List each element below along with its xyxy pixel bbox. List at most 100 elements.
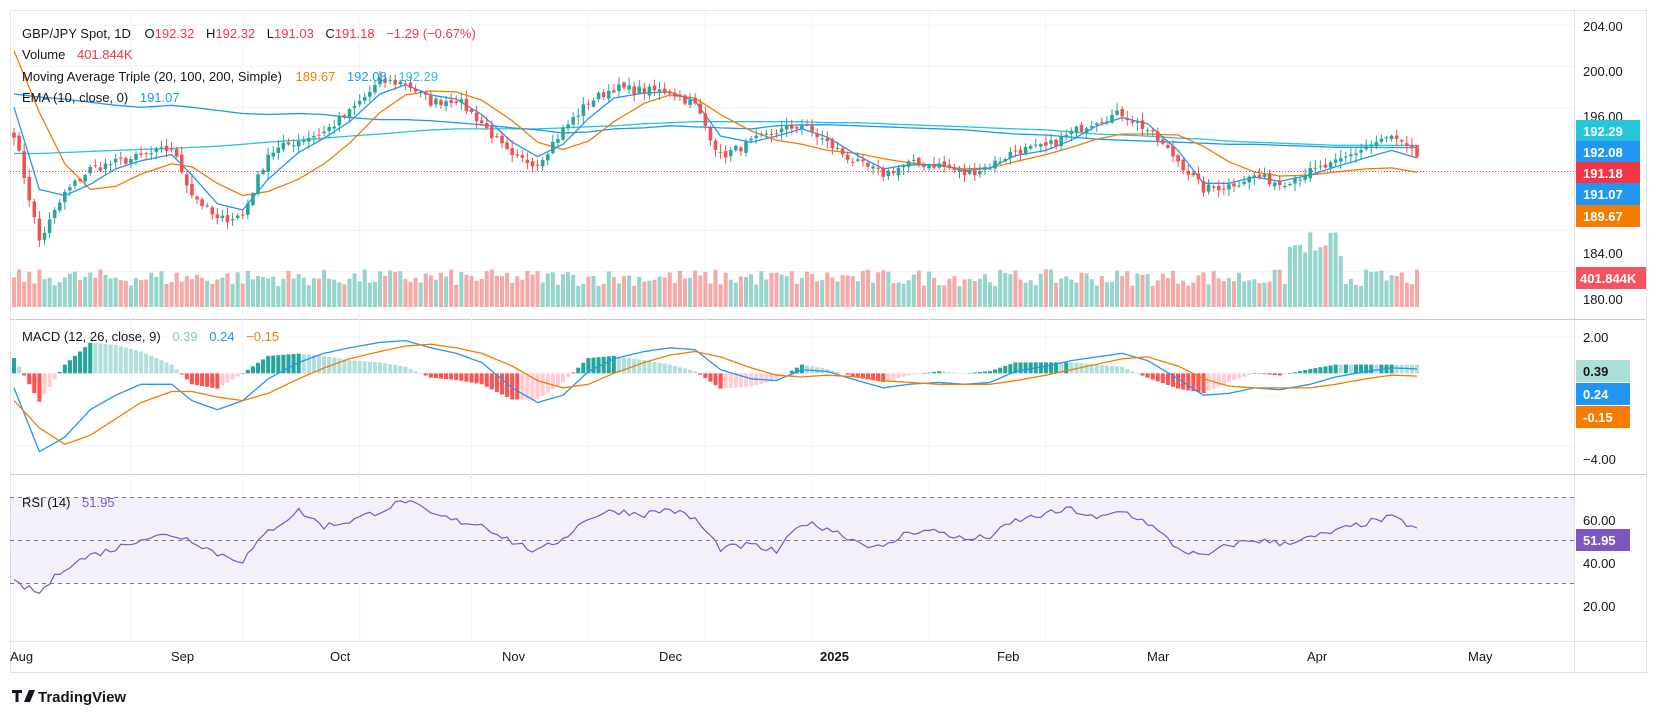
time-axis[interactable]: Aug Sep Oct Nov Dec 2025 Feb Mar Apr May: [10, 649, 1493, 664]
volume-bar: [723, 272, 728, 307]
macd-histogram-bar: [576, 367, 581, 374]
macd-tick: −4.00: [1583, 452, 1616, 467]
candle-body: [601, 92, 606, 98]
volume-bar: [286, 270, 291, 307]
candle-body: [1354, 153, 1358, 156]
volume-bar: [1104, 282, 1109, 307]
volume-bar: [139, 280, 144, 307]
volume-bar: [947, 278, 952, 307]
candle-body: [1023, 146, 1028, 155]
candle-body: [230, 219, 235, 221]
macd-histogram-bar: [108, 344, 113, 374]
tradingview-logo[interactable]: TradingView: [12, 689, 126, 706]
legend-symbol[interactable]: GBP/JPY Spot, 1D: [22, 26, 131, 41]
legend-ema-label[interactable]: EMA (10, close, 0): [22, 90, 128, 105]
volume-bar: [459, 271, 464, 307]
volume-bar: [1023, 282, 1028, 307]
volume-bar: [1099, 276, 1104, 307]
macd-histogram-bar: [1374, 364, 1379, 374]
macd-histogram-bar: [184, 373, 189, 380]
volume-bar: [677, 270, 682, 307]
candle-body: [861, 159, 865, 162]
macd-histogram-bar: [1191, 373, 1196, 392]
macd-histogram-bar: [1359, 364, 1364, 374]
macd-histogram-bar: [286, 354, 291, 374]
candle-body: [1405, 143, 1409, 146]
candle-body: [266, 154, 270, 172]
candle-body: [1064, 134, 1069, 136]
candle-body: [1201, 180, 1206, 193]
legend-macd-label[interactable]: MACD (12, 26, close, 9): [22, 329, 161, 344]
volume-bar: [1013, 270, 1018, 307]
candle-body: [149, 153, 154, 155]
candle-body: [673, 92, 677, 97]
candle-body: [261, 169, 265, 174]
volume-bar: [865, 269, 871, 307]
volume-bar: [1287, 246, 1292, 307]
volume-bar: [1084, 273, 1089, 307]
legend-ohlc: GBP/JPY Spot, 1D O192.32 H192.32 L191.03…: [22, 26, 476, 41]
macd-histogram-bar: [291, 354, 296, 374]
volume-bar: [1191, 282, 1196, 307]
candle-body: [118, 157, 123, 159]
volume-bar: [1043, 269, 1048, 307]
volume-bar: [266, 278, 271, 307]
candle-body: [1105, 121, 1109, 124]
candle-body: [637, 86, 642, 94]
candle-body: [1084, 128, 1089, 134]
volume-bar: [743, 277, 749, 307]
volume-bar: [1054, 282, 1059, 307]
macd-histogram-bar: [637, 359, 642, 374]
legend-ma: Moving Average Triple (20, 100, 200, Sim…: [22, 69, 438, 84]
volume-bar: [118, 280, 123, 307]
candle-body: [998, 161, 1002, 163]
macd-histogram-bar: [891, 373, 896, 380]
macd-histogram-bar: [133, 350, 139, 374]
macd-axis[interactable]: 2.00 −4.00: [1583, 330, 1616, 467]
macd-histogram-bar: [1028, 362, 1033, 374]
price-badges: 192.29 192.08 191.18 191.07 189.67 401.8…: [1576, 120, 1646, 289]
volume-bar: [281, 278, 286, 307]
volume-bar: [972, 280, 977, 307]
volume-bar: [535, 271, 540, 307]
time-label-oct: Oct: [330, 649, 351, 664]
legend-rsi-label[interactable]: RSI (14): [22, 495, 70, 510]
close-badge-text: 191.18: [1583, 166, 1623, 181]
legend-volume-label[interactable]: Volume: [22, 47, 65, 62]
legend-ma-label[interactable]: Moving Average Triple (20, 100, 200, Sim…: [22, 69, 282, 84]
volume-bar: [423, 273, 428, 307]
rsi-axis[interactable]: 60.00 40.00 20.00: [1583, 513, 1616, 614]
candle-body: [1252, 175, 1257, 178]
macd-histogram-bar: [998, 367, 1003, 374]
macd-histogram-bar: [642, 360, 647, 374]
candle-body: [683, 95, 687, 104]
volume-bar: [942, 285, 947, 307]
price-axis[interactable]: 204.00 200.00 196.00 184.00 180.00: [1583, 19, 1623, 307]
candle-body: [1283, 185, 1287, 187]
candle-body: [1028, 145, 1033, 149]
candle-body: [1303, 176, 1307, 180]
macd-histogram-bar: [1226, 373, 1231, 383]
volume-bar: [977, 278, 982, 307]
candle-body: [108, 164, 113, 166]
volume-bar: [276, 286, 281, 307]
volume-bar: [1348, 278, 1353, 307]
volume-bar: [332, 279, 337, 307]
candle-body: [291, 145, 296, 147]
volume-bar: [835, 281, 840, 307]
volume-bar: [428, 275, 433, 307]
candle-body: [845, 154, 850, 160]
volume-bar: [144, 279, 149, 307]
macd-histogram-bar: [296, 353, 301, 374]
ma100-badge: [1576, 141, 1640, 163]
candle-body: [251, 193, 255, 206]
volume-bar: [1262, 282, 1267, 307]
ma200-badge: [1576, 120, 1640, 142]
volume-bar: [1109, 281, 1115, 307]
macd-histogram-bar: [240, 373, 245, 374]
candle-body: [1415, 145, 1419, 157]
candle-body: [32, 201, 37, 218]
legend-volume: Volume 401.844K: [22, 47, 133, 62]
macd-histogram-bar: [149, 355, 154, 374]
